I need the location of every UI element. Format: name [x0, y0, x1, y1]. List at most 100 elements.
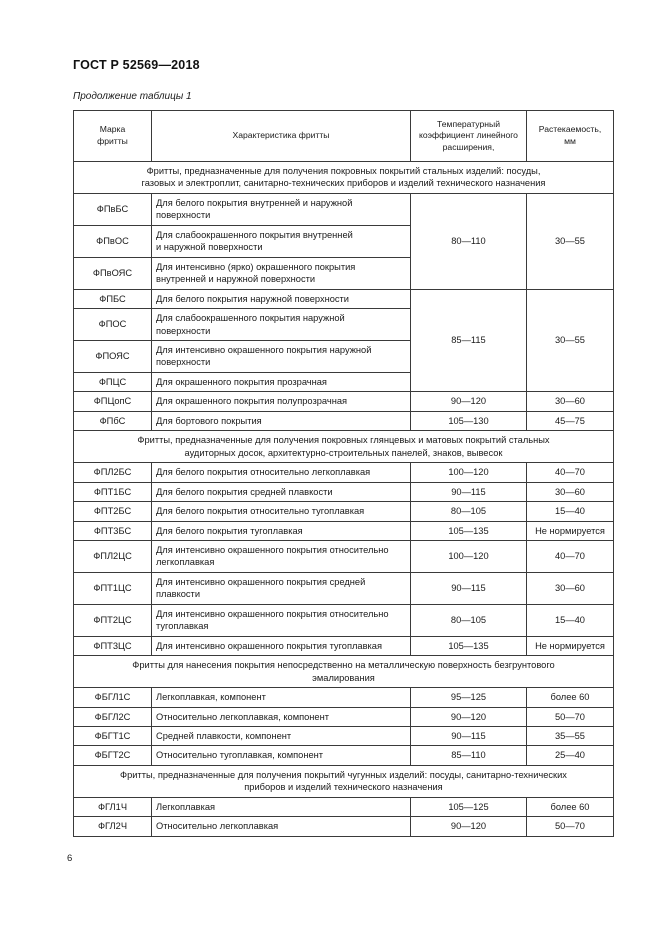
table-row: ФПБС Для белого покрытия наружной поверхн… — [73, 288, 614, 393]
cell-characteristic-line: Для белого покрытия тугоплавкая — [156, 525, 303, 536]
cell-mark: ФГЛ1Ч — [73, 796, 152, 818]
table-row: ФБГЛ1С Легкоплавкая, компонент 95—125 более… — [73, 687, 614, 708]
column-header-mark-line: Марка — [99, 124, 126, 135]
cell-characteristic: Средней плавкости, компонент — [151, 725, 411, 747]
cell-tcle: 105—125 — [410, 796, 527, 818]
cell-characteristic: Для белого покрытия внутренней и наружно… — [151, 192, 411, 226]
cell-mark: ФПЦопС — [73, 391, 152, 412]
cell-characteristic: Легкоплавкая — [151, 796, 411, 818]
table-row: ФПбС Для бортового покрытия 105—130 45—75 — [73, 410, 614, 432]
table-row: ФПвБС Для белого покрытия внутренней и на… — [73, 192, 614, 290]
table-row: ФГЛ1Ч Легкоплавкая 105—125 более 60 — [73, 796, 614, 818]
section-header-line: приборов и изделий технического назначен… — [244, 782, 443, 793]
cell-characteristic: Для белого покрытия средней плавкости — [151, 481, 411, 503]
cell-mark: ФБГЛ2С — [73, 706, 152, 727]
cell-characteristic-line: Для белого покрытия наружной поверхности — [156, 293, 350, 304]
cell-mark: ФПвБС — [73, 192, 152, 226]
cell-mark: ФПЦС — [73, 371, 152, 393]
cell-mark: ФПвОС — [73, 224, 152, 258]
cell-mark: ФПТ3ЦС — [73, 635, 152, 657]
cell-characteristic: Для интенсивно окрашенного покрытия нару… — [151, 339, 411, 373]
cell-tcle: 100—120 — [410, 462, 527, 483]
cell-spread: 15—40 — [526, 501, 614, 522]
cell-mark: ФПТ1БС — [73, 481, 152, 503]
standard-title: ГОСТ Р 52569—2018 — [73, 58, 200, 72]
column-header-tcle-line: коэффициент линейного — [419, 130, 518, 141]
cell-characteristic-line: поверхности — [156, 210, 211, 221]
cell-characteristic: Относительно тугоплавкая, компонент — [151, 745, 411, 766]
table-row: ФПТ3ЦС Для интенсивно окрашенного покрыти… — [73, 635, 614, 657]
cell-spread: 30—60 — [526, 481, 614, 503]
cell-mark: ФПЛ2БС — [73, 462, 152, 483]
frit-specification-table: Марка фритты Характеристика фритты Темпер… — [73, 110, 614, 837]
cell-characteristic: Для слабоокрашенного покрытия наружной по… — [151, 308, 411, 341]
cell-spread: 40—70 — [526, 539, 614, 573]
cell-characteristic-line: Относительно легкоплавкая, компонент — [156, 711, 329, 722]
cell-tcle: 90—115 — [410, 571, 527, 605]
cell-spread: 15—40 — [526, 603, 614, 637]
cell-mark: ФПОЯС — [73, 339, 152, 373]
cell-mark: ФПТ3БС — [73, 520, 152, 541]
cell-mark: ФПТ1ЦС — [73, 571, 152, 605]
cell-mark: ФПбС — [73, 410, 152, 432]
table-row: ФПТ3БС Для белого покрытия тугоплавкая 105… — [73, 520, 614, 541]
section-header-line: Фритты, предназначенные для получения по… — [120, 769, 567, 780]
cell-spread: 35—55 — [526, 725, 614, 747]
section-header-text: Фритты, предназначенные для получения по… — [73, 430, 614, 464]
cell-spread: 50—70 — [526, 706, 614, 727]
cell-tcle: 90—120 — [410, 391, 527, 412]
table-row: ФПТ1ЦС Для интенсивно окрашенного покрыти… — [73, 571, 614, 605]
cell-characteristic: Относительно легкоплавкая, компонент — [151, 706, 411, 727]
cell-tcle: 95—125 — [410, 687, 527, 708]
cell-mark: ФПОС — [73, 308, 152, 341]
cell-tcle: 85—115 — [410, 288, 527, 393]
column-header-mark-line: фритты — [97, 136, 128, 146]
cell-tcle: 100—120 — [410, 539, 527, 573]
cell-characteristic-line: Относительно легкоплавкая — [156, 821, 279, 832]
section-header-line: аудиторных досок, архитектурно-строитель… — [184, 447, 503, 458]
section-header-line: Фритты, предназначенные для получения по… — [137, 435, 550, 446]
column-header-tcle-line: расширения, — [442, 141, 495, 152]
cell-mark: ФБГТ1С — [73, 725, 152, 747]
table-row: ФПТ2БС Для белого покрытия относительно т… — [73, 501, 614, 522]
cell-characteristic-line: Легкоплавкая — [156, 801, 216, 812]
column-header-spread: Растекаемость, мм — [526, 110, 614, 162]
cell-characteristic-line: Для слабоокрашенного покрытия внутренней — [156, 229, 353, 240]
column-header-tcle: Температурный коэффициент линейного расшир… — [410, 110, 527, 162]
cell-characteristic-line: внутренней и наружной поверхности — [156, 274, 316, 285]
table-body: Фритты, предназначенные для получения по… — [73, 161, 614, 837]
cell-spread: более 60 — [526, 796, 614, 818]
cell-spread: 30—55 — [526, 288, 614, 393]
table-row: ФПТ2ЦС Для интенсивно окрашенного покрыти… — [73, 603, 614, 637]
column-header-mark: Марка фритты — [73, 110, 152, 162]
cell-characteristic: Для белого покрытия тугоплавкая — [151, 520, 411, 541]
cell-characteristic-line: Для интенсивно окрашенного покрытия туго… — [156, 640, 382, 651]
column-header-characteristic: Характеристика фритты — [151, 110, 411, 162]
table-caption: Продолжение таблицы 1 — [73, 91, 192, 102]
cell-characteristic-line: поверхности — [156, 357, 211, 368]
cell-characteristic-line: Для интенсивно окрашенного покрытия отно… — [156, 544, 389, 555]
cell-characteristic: Относительно легкоплавкая — [151, 816, 411, 837]
cell-tcle: 85—110 — [410, 745, 527, 766]
cell-characteristic-line: Для окрашенного покрытия прозрачная — [156, 376, 327, 387]
cell-characteristic: Для интенсивно окрашенного покрытия сред… — [151, 571, 411, 605]
cell-tcle: 80—105 — [410, 603, 527, 637]
cell-spread: более 60 — [526, 687, 614, 708]
cell-characteristic-line: Для белого покрытия средней плавкости — [156, 486, 333, 497]
section-header-line: Фритты, предназначенные для получения по… — [146, 166, 541, 176]
page-number: 6 — [67, 853, 73, 864]
cell-mark: ФПТ2ЦС — [73, 603, 152, 637]
table-row: ФПвОЯС Для интенсивно (ярко) окрашенного … — [73, 256, 614, 290]
cell-spread: Не нормируется — [526, 520, 614, 541]
section-header-text: Фритты, предназначенные для получения по… — [73, 161, 614, 194]
section-header-line: эмалирования — [312, 672, 375, 683]
cell-mark: ФПвОЯС — [73, 256, 152, 290]
cell-tcle: 105—135 — [410, 520, 527, 541]
cell-characteristic-line: Для интенсивно окрашенного покрытия сред… — [156, 576, 366, 587]
table-row: ФПЛ2БС Для белого покрытия относительно л… — [73, 462, 614, 483]
table-row: ФБГЛ2С Относительно легкоплавкая, компоне… — [73, 706, 614, 727]
cell-tcle: 90—120 — [410, 816, 527, 837]
cell-characteristic-line: Для интенсивно (ярко) окрашенного покрыт… — [156, 261, 356, 272]
cell-characteristic: Для белого покрытия относительно легкопл… — [151, 462, 411, 483]
